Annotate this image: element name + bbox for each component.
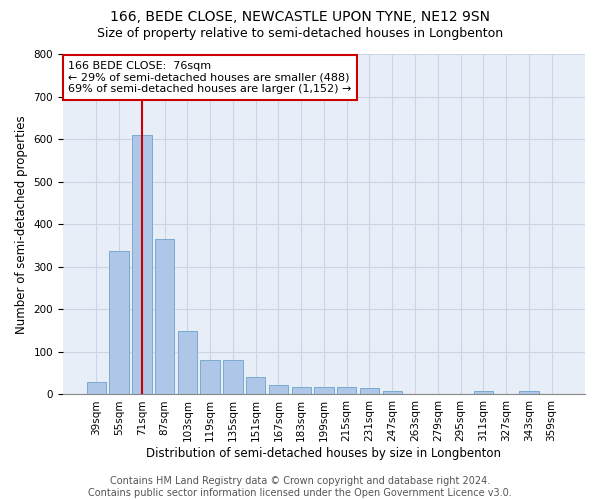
Bar: [178, 332, 197, 394]
Bar: [246, 378, 265, 394]
Bar: [109, 250, 129, 394]
Bar: [383, 391, 402, 394]
Bar: [360, 388, 379, 394]
Bar: [269, 385, 288, 394]
Y-axis label: Number of semi-detached properties: Number of semi-detached properties: [15, 115, 28, 334]
Bar: [132, 135, 152, 394]
Bar: [200, 360, 220, 394]
Bar: [223, 360, 242, 394]
Bar: [155, 239, 174, 394]
Bar: [292, 387, 311, 394]
Bar: [337, 387, 356, 394]
Bar: [473, 391, 493, 394]
Text: Contains HM Land Registry data © Crown copyright and database right 2024.
Contai: Contains HM Land Registry data © Crown c…: [88, 476, 512, 498]
Text: Size of property relative to semi-detached houses in Longbenton: Size of property relative to semi-detach…: [97, 28, 503, 40]
Text: 166 BEDE CLOSE:  76sqm
← 29% of semi-detached houses are smaller (488)
69% of se: 166 BEDE CLOSE: 76sqm ← 29% of semi-deta…: [68, 61, 352, 94]
Bar: [519, 391, 539, 394]
Text: 166, BEDE CLOSE, NEWCASTLE UPON TYNE, NE12 9SN: 166, BEDE CLOSE, NEWCASTLE UPON TYNE, NE…: [110, 10, 490, 24]
Bar: [314, 387, 334, 394]
Bar: [86, 382, 106, 394]
X-axis label: Distribution of semi-detached houses by size in Longbenton: Distribution of semi-detached houses by …: [146, 447, 502, 460]
